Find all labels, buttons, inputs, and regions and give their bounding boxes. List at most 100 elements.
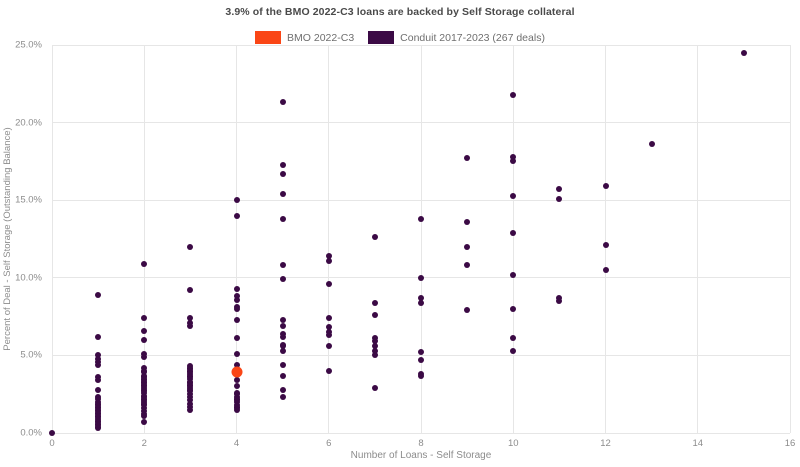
data-point[interactable] bbox=[95, 291, 102, 298]
data-point[interactable] bbox=[279, 330, 286, 337]
data-point[interactable] bbox=[418, 349, 424, 356]
data-point[interactable] bbox=[279, 386, 286, 393]
data-point[interactable] bbox=[371, 384, 378, 391]
data-point[interactable] bbox=[325, 253, 332, 260]
data-point[interactable] bbox=[325, 324, 332, 331]
data-point[interactable] bbox=[141, 408, 148, 415]
data-point[interactable] bbox=[371, 352, 378, 359]
data-point[interactable] bbox=[371, 347, 378, 354]
data-point[interactable] bbox=[371, 312, 378, 319]
data-point[interactable] bbox=[418, 215, 424, 222]
data-point[interactable] bbox=[233, 335, 240, 342]
data-point[interactable] bbox=[279, 333, 286, 340]
data-point[interactable] bbox=[187, 388, 194, 395]
data-point[interactable] bbox=[187, 315, 194, 322]
data-point[interactable] bbox=[141, 364, 148, 371]
data-point[interactable] bbox=[233, 197, 240, 204]
data-point[interactable] bbox=[556, 195, 563, 202]
data-point[interactable] bbox=[418, 274, 424, 281]
data-point[interactable] bbox=[187, 243, 194, 250]
data-point[interactable] bbox=[141, 402, 148, 409]
data-point[interactable] bbox=[418, 299, 424, 306]
data-point[interactable] bbox=[648, 141, 655, 148]
data-point[interactable] bbox=[602, 267, 609, 274]
data-point[interactable] bbox=[371, 234, 378, 241]
data-point[interactable] bbox=[279, 262, 286, 269]
data-point[interactable] bbox=[233, 377, 240, 384]
data-point[interactable] bbox=[279, 322, 286, 329]
data-point[interactable] bbox=[95, 361, 102, 368]
data-point[interactable] bbox=[418, 372, 424, 379]
data-point[interactable] bbox=[233, 350, 240, 357]
data-point[interactable] bbox=[141, 327, 148, 334]
data-point[interactable] bbox=[510, 91, 517, 98]
data-point[interactable] bbox=[556, 294, 563, 301]
data-point[interactable] bbox=[279, 276, 286, 283]
data-point[interactable] bbox=[233, 406, 240, 413]
legend-item-bmo[interactable]: BMO 2022-C3 bbox=[255, 31, 354, 44]
data-point[interactable] bbox=[279, 372, 286, 379]
data-point[interactable] bbox=[510, 347, 517, 354]
data-point[interactable] bbox=[95, 425, 102, 432]
data-point[interactable] bbox=[510, 271, 517, 278]
data-point[interactable] bbox=[233, 361, 240, 368]
data-point[interactable] bbox=[325, 257, 332, 264]
data-point[interactable] bbox=[279, 190, 286, 197]
data-point[interactable] bbox=[279, 394, 286, 401]
data-point[interactable] bbox=[141, 260, 148, 267]
data-point[interactable] bbox=[279, 161, 286, 168]
data-point[interactable] bbox=[602, 183, 609, 190]
data-point[interactable] bbox=[510, 229, 517, 236]
data-point[interactable] bbox=[233, 305, 240, 312]
data-point[interactable] bbox=[141, 412, 148, 419]
data-point[interactable] bbox=[233, 398, 240, 405]
data-point[interactable] bbox=[510, 192, 517, 199]
data-point[interactable] bbox=[279, 361, 286, 368]
legend-item-conduit[interactable]: Conduit 2017-2023 (267 deals) bbox=[368, 31, 545, 44]
data-point[interactable] bbox=[95, 352, 102, 359]
data-point[interactable] bbox=[95, 386, 102, 393]
data-point[interactable] bbox=[371, 343, 378, 350]
data-point[interactable] bbox=[325, 315, 332, 322]
data-point[interactable] bbox=[279, 99, 286, 106]
data-point[interactable] bbox=[325, 343, 332, 350]
data-point[interactable] bbox=[510, 158, 517, 165]
data-point[interactable] bbox=[141, 315, 148, 322]
data-point[interactable] bbox=[95, 374, 102, 381]
data-point[interactable] bbox=[233, 316, 240, 323]
data-point[interactable] bbox=[279, 170, 286, 177]
data-point[interactable] bbox=[556, 186, 563, 193]
data-point[interactable] bbox=[418, 357, 424, 364]
data-point[interactable] bbox=[95, 333, 102, 340]
data-point[interactable] bbox=[187, 397, 194, 404]
data-point[interactable] bbox=[187, 403, 194, 410]
data-point[interactable] bbox=[233, 285, 240, 292]
data-point[interactable] bbox=[325, 329, 332, 336]
data-point[interactable] bbox=[95, 377, 102, 384]
data-point[interactable] bbox=[187, 391, 194, 398]
data-point[interactable] bbox=[187, 400, 194, 407]
data-point[interactable] bbox=[325, 281, 332, 287]
data-point[interactable] bbox=[187, 375, 194, 382]
data-point[interactable] bbox=[95, 355, 102, 362]
data-point[interactable] bbox=[325, 332, 332, 339]
data-point[interactable] bbox=[141, 350, 148, 357]
data-point[interactable] bbox=[233, 391, 240, 398]
data-point[interactable] bbox=[510, 153, 517, 160]
data-point[interactable] bbox=[141, 336, 148, 343]
data-point[interactable] bbox=[602, 242, 609, 249]
data-point[interactable] bbox=[279, 215, 286, 222]
data-point[interactable] bbox=[279, 343, 286, 350]
data-point[interactable] bbox=[279, 316, 286, 323]
data-point[interactable] bbox=[49, 430, 55, 436]
data-point[interactable] bbox=[464, 243, 471, 250]
data-point[interactable] bbox=[464, 218, 471, 225]
data-point[interactable] bbox=[231, 366, 242, 378]
data-point[interactable] bbox=[187, 319, 194, 326]
data-point[interactable] bbox=[141, 369, 148, 376]
data-point[interactable] bbox=[187, 287, 194, 294]
data-point[interactable] bbox=[510, 335, 517, 342]
data-point[interactable] bbox=[740, 49, 747, 56]
data-point[interactable] bbox=[371, 299, 378, 306]
data-point[interactable] bbox=[371, 335, 378, 342]
